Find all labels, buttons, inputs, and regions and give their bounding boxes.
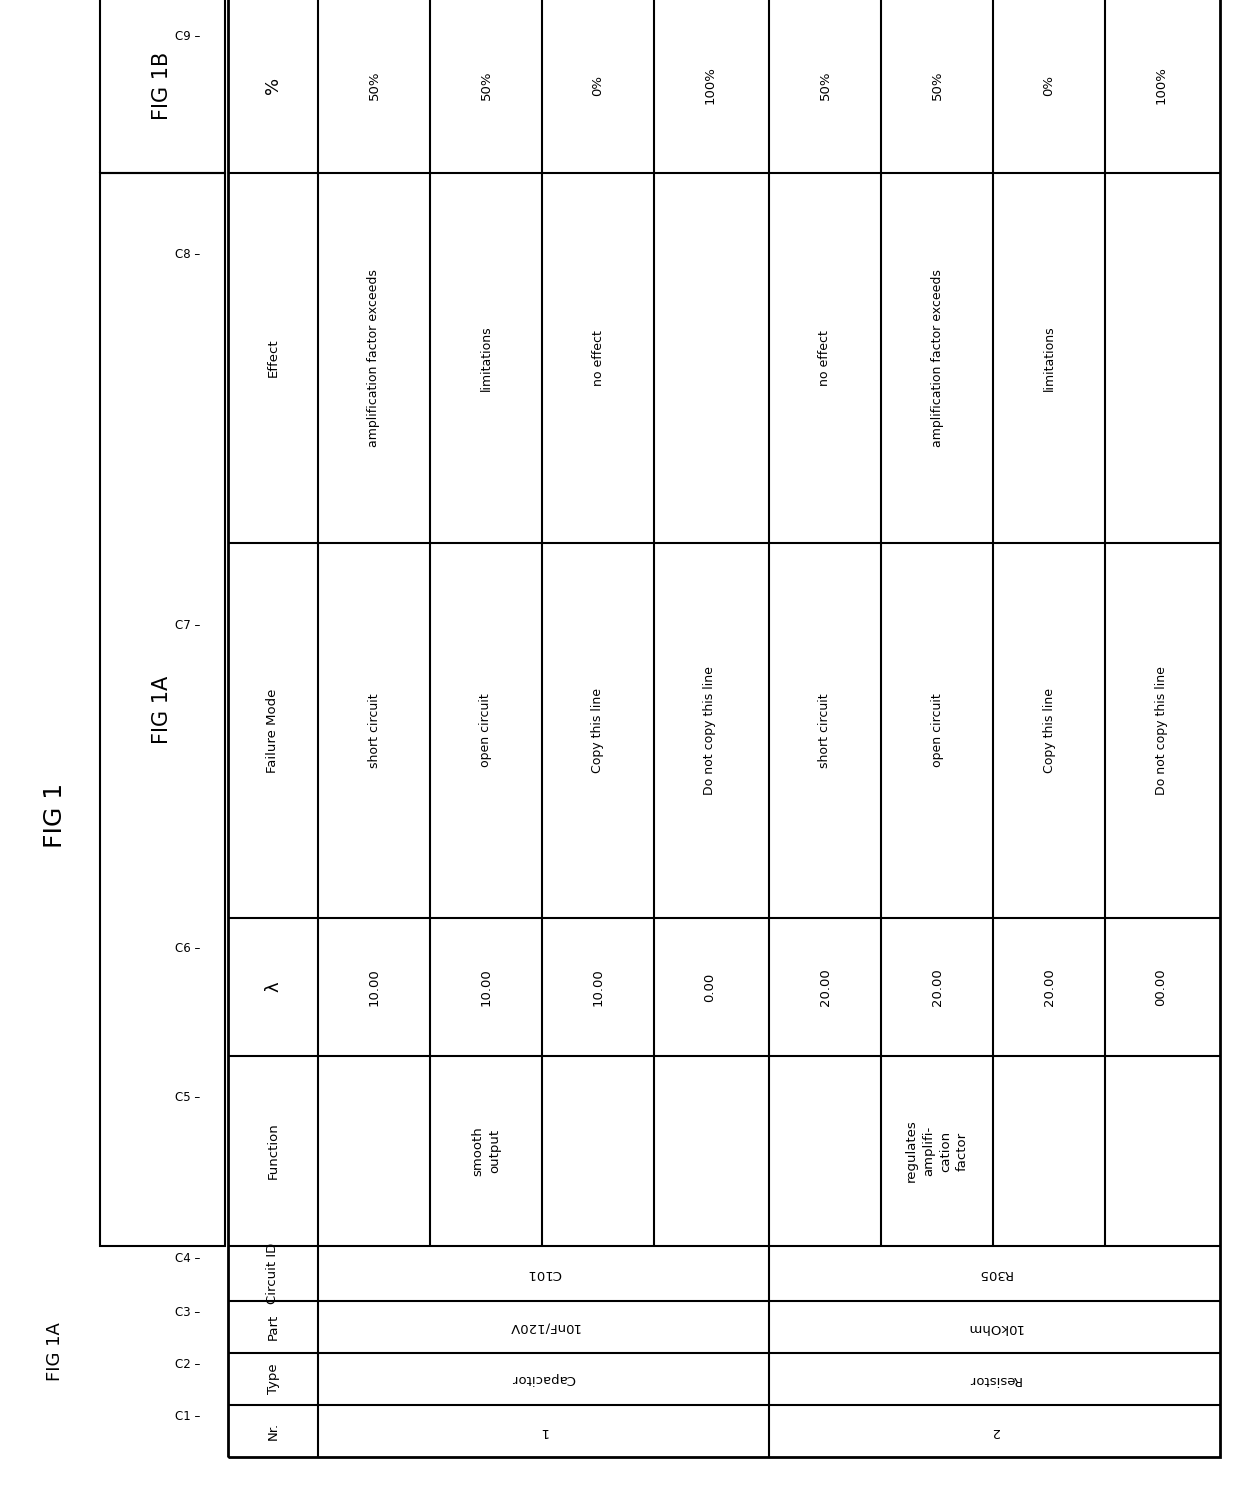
Text: C1 –: C1 – (175, 1410, 200, 1423)
Text: Circuit ID: Circuit ID (267, 1243, 279, 1304)
Text: Do not copy this line: Do not copy this line (703, 665, 717, 795)
Text: C2 –: C2 – (175, 1358, 200, 1371)
Text: Capacitor: Capacitor (511, 1373, 575, 1386)
Text: 2: 2 (991, 1425, 998, 1437)
Text: limitations: limitations (480, 325, 492, 391)
Text: 100%: 100% (703, 67, 717, 104)
Text: Copy this line: Copy this line (1043, 688, 1055, 773)
Text: 1: 1 (539, 1425, 548, 1437)
Text: open circuit: open circuit (930, 694, 944, 767)
Text: 0.00: 0.00 (703, 973, 717, 1001)
Text: C8 –: C8 – (175, 248, 200, 261)
Text: C6 –: C6 – (175, 941, 200, 955)
Text: regulates
amplifi-
cation
factor: regulates amplifi- cation factor (905, 1119, 968, 1182)
Text: FIG 1: FIG 1 (43, 782, 67, 847)
Text: 0%: 0% (591, 75, 605, 95)
Text: C3 –: C3 – (175, 1306, 200, 1319)
Text: Copy this line: Copy this line (591, 688, 605, 773)
Text: 50%: 50% (818, 70, 832, 100)
Text: Nr.: Nr. (267, 1422, 279, 1440)
Text: C7 –: C7 – (175, 619, 200, 633)
Text: Type: Type (267, 1364, 279, 1395)
Text: short circuit: short circuit (818, 694, 832, 768)
Bar (228, 0, 1220, 1458)
Text: 00.00: 00.00 (1154, 968, 1168, 1006)
Text: C101: C101 (526, 1267, 560, 1280)
Text: 10.00: 10.00 (591, 968, 605, 1006)
Text: R305: R305 (977, 1267, 1012, 1280)
Text: 50%: 50% (367, 70, 381, 100)
Text: Part: Part (267, 1314, 279, 1340)
Text: short circuit: short circuit (367, 694, 381, 768)
Text: FIG 1B: FIG 1B (153, 51, 172, 119)
Text: smooth
output: smooth output (471, 1126, 501, 1176)
Text: limitations: limitations (1043, 325, 1055, 391)
Text: 10kOhm: 10kOhm (966, 1320, 1023, 1334)
Text: Resistor: Resistor (968, 1373, 1021, 1386)
Text: λ: λ (264, 982, 281, 992)
Text: amplification factor exceeds: amplification factor exceeds (930, 269, 944, 448)
Text: FIG 1A: FIG 1A (46, 1322, 64, 1382)
Text: 10.00: 10.00 (367, 968, 381, 1006)
Text: no effect: no effect (591, 330, 605, 386)
Text: 10nF/120V: 10nF/120V (507, 1320, 579, 1334)
Text: C5 –: C5 – (175, 1091, 200, 1104)
Text: 20.00: 20.00 (818, 968, 832, 1006)
Text: 10.00: 10.00 (480, 968, 492, 1006)
Text: Failure Mode: Failure Mode (267, 688, 279, 773)
Text: C4 –: C4 – (175, 1252, 200, 1265)
Text: Effect: Effect (267, 339, 279, 377)
Text: Do not copy this line: Do not copy this line (1154, 665, 1168, 795)
Text: Function: Function (267, 1122, 279, 1179)
Text: %: % (264, 78, 281, 94)
Text: 20.00: 20.00 (1043, 968, 1055, 1006)
Text: 0%: 0% (1043, 75, 1055, 95)
Text: 50%: 50% (480, 70, 492, 100)
Text: 20.00: 20.00 (930, 968, 944, 1006)
Text: no effect: no effect (818, 330, 832, 386)
Text: FIG 1A: FIG 1A (153, 676, 172, 743)
Text: 50%: 50% (930, 70, 944, 100)
Text: amplification factor exceeds: amplification factor exceeds (367, 269, 381, 448)
Bar (100, 173, 224, 1246)
Text: open circuit: open circuit (480, 694, 492, 767)
Bar (100, 0, 224, 173)
Text: C9 –: C9 – (175, 30, 200, 43)
Text: 100%: 100% (1154, 67, 1168, 104)
